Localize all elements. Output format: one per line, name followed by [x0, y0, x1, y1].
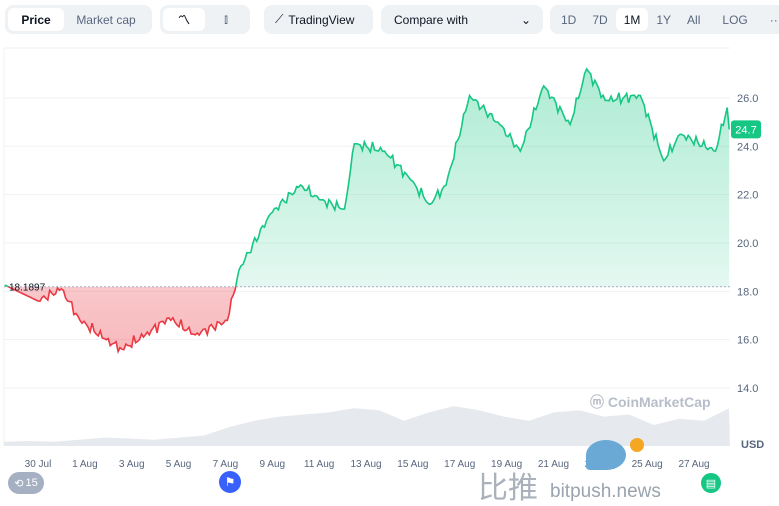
bitcoin-icon	[630, 438, 644, 452]
x-tick-label: 30 Jul	[25, 459, 52, 470]
baseline-label: 18.1897	[9, 283, 46, 294]
compare-placeholder: Compare with	[394, 12, 469, 27]
range-1d[interactable]: 1D	[561, 12, 577, 27]
x-tick-label: 11 Aug	[304, 459, 334, 470]
x-tick-label: 27 Aug	[678, 459, 709, 470]
cmc-text: CoinMarketCap	[607, 394, 711, 410]
price-area-down	[4, 286, 730, 352]
x-tick-label: 25 Aug	[632, 459, 663, 470]
range-group: 1D 7D 1M 1Y All LOG ···	[550, 5, 779, 34]
price-line-up	[4, 67, 730, 287]
y-tick-label: 18.0	[737, 286, 758, 298]
x-tick-label: 7 Aug	[213, 459, 239, 470]
document-icon: ▤	[705, 477, 717, 490]
line-chart-icon: 〽	[177, 13, 190, 27]
flag-icon: ⚑	[224, 475, 236, 489]
x-tick-label: 21 Aug	[538, 459, 569, 470]
view-tabs: Price Market cap	[5, 5, 152, 34]
range-7d[interactable]: 7D	[592, 12, 608, 27]
currency-label: USD	[741, 439, 764, 451]
volume-area	[4, 406, 730, 446]
coinmarketcap-watermark: ⓜ CoinMarketCap	[590, 395, 711, 409]
x-tick-label: 13 Aug	[350, 459, 381, 470]
history-icon: ⟲	[14, 477, 24, 490]
y-tick-label: 16.0	[737, 335, 758, 347]
y-tick-label: 14.0	[737, 383, 758, 395]
current-price-label: 24.7	[735, 124, 756, 136]
y-tick-label: 24.0	[737, 141, 758, 153]
news-marker[interactable]: ▤	[701, 473, 721, 493]
history-count: 15	[25, 477, 38, 489]
price-line-down	[6, 286, 237, 354]
more-button[interactable]: ···	[769, 12, 779, 27]
current-price-badge	[731, 120, 761, 139]
x-tick-label: 9 Aug	[260, 459, 286, 470]
x-tick-label: 3 Aug	[119, 459, 145, 470]
price-area-up	[4, 69, 730, 287]
x-tick-label: 15 Aug	[397, 459, 428, 470]
bitpush-en-watermark: bitpush.news	[550, 481, 661, 502]
candlestick-icon: ⫾	[224, 12, 228, 26]
chart-type-group: 〽 ⫾	[160, 5, 250, 34]
x-tick-label: 5 Aug	[166, 459, 192, 470]
range-all[interactable]: All	[687, 12, 701, 27]
bitpush-cn-watermark: 比推	[478, 472, 538, 505]
flag-marker[interactable]: ⚑	[219, 471, 241, 493]
tradingview-button[interactable]: ⟋ TradingView	[264, 5, 373, 34]
y-tick-label: 26.0	[737, 93, 758, 105]
range-1y[interactable]: 1Y	[656, 12, 672, 27]
tradingview-icon: ⟋	[275, 12, 284, 26]
x-tick-label: 17 Aug	[444, 459, 475, 470]
history-marker[interactable]: ⟲ 15	[8, 472, 44, 494]
tradingview-label: TradingView	[288, 12, 355, 27]
tab-market-cap[interactable]: Market cap	[76, 12, 136, 27]
candlestick-button[interactable]: ⫾	[205, 8, 247, 31]
line-chart-button[interactable]: 〽	[163, 8, 205, 31]
x-tick-label: 19 Aug	[491, 459, 522, 470]
price-chart[interactable]: 18.1897 24.7 14.0 16.0 18.0 20.0 22.0 24.0 26.0 U…	[0, 36, 779, 506]
log-toggle[interactable]: LOG	[722, 12, 748, 27]
tab-price[interactable]: Price	[8, 8, 64, 31]
x-tick-label: 1 Aug	[72, 459, 98, 470]
bird-logo-icon	[586, 440, 626, 470]
compare-select[interactable]: Compare with ⌄	[381, 5, 543, 34]
y-tick-label: 22.0	[737, 190, 758, 202]
range-1m[interactable]: 1M	[615, 8, 649, 31]
y-tick-label: 20.0	[737, 238, 758, 250]
cmc-logo-icon: ⓜ	[590, 394, 604, 410]
chevron-down-icon: ⌄	[520, 12, 531, 27]
